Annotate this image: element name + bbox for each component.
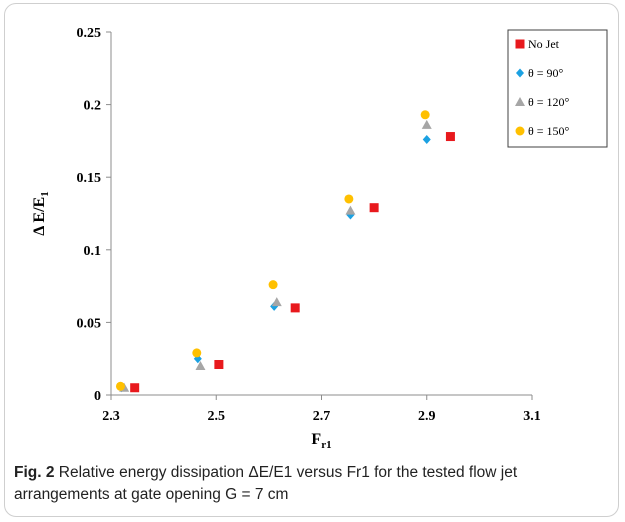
x-tick-label: 2.7 <box>313 409 331 424</box>
scatter-chart: 0 0.05 0.1 0.15 0.2 0.25 2.3 2.5 2.7 2.9 3.1 Fr1 Δ E… <box>31 26 608 451</box>
legend-marker-square <box>515 39 525 49</box>
legend-marker-circle <box>515 126 525 136</box>
x-tick-label: 2.3 <box>102 409 120 424</box>
figure-label: Fig. 2 <box>14 464 55 481</box>
legend-marker-diamond <box>516 68 524 78</box>
point-circle <box>268 280 278 290</box>
point-circle <box>192 348 202 358</box>
legend-label: No Jet <box>528 37 560 51</box>
legend-box <box>507 29 608 148</box>
y-tick-label: 0.05 <box>77 316 102 331</box>
chart-axes: 0 0.05 0.1 0.15 0.2 0.25 2.3 2.5 2.7 2.9 3.1 Fr1 Δ E… <box>31 26 541 451</box>
point-triangle <box>271 297 282 307</box>
x-axis-title: Fr1 <box>311 431 331 451</box>
y-tick-label: 0.15 <box>77 171 102 186</box>
point-circle <box>344 194 354 204</box>
point-triangle <box>421 119 432 129</box>
legend-label: θ = 150° <box>528 124 570 138</box>
point-square <box>369 203 379 213</box>
chart-marks <box>115 110 455 393</box>
point-diamond <box>422 134 431 144</box>
legend-marker-triangle <box>515 97 525 106</box>
point-circle <box>115 381 125 391</box>
legend-label: θ = 120° <box>528 95 570 109</box>
point-square <box>214 360 224 370</box>
point-square <box>290 303 300 313</box>
y-tick-label: 0.25 <box>77 26 102 41</box>
y-axis-title: Δ E/E1 <box>31 191 51 235</box>
x-tick-label: 2.5 <box>208 409 226 424</box>
point-triangle <box>195 360 206 370</box>
y-tick-label: 0.1 <box>84 244 102 259</box>
point-square <box>445 132 455 142</box>
point-triangle <box>345 205 356 215</box>
x-tick-label: 3.1 <box>523 409 541 424</box>
x-tick-label: 2.9 <box>418 409 436 424</box>
y-tick-label: 0 <box>94 389 101 404</box>
point-circle <box>420 110 430 120</box>
point-square <box>130 383 140 393</box>
figure-caption: Fig. 2 Relative energy dissipation ΔE/E1… <box>14 462 610 506</box>
chart-legend: No Jet θ = 90° θ = 120° θ = 150° <box>507 29 608 148</box>
legend-label: θ = 90° <box>528 66 564 80</box>
figure-caption-text: Relative energy dissipation ΔE/E1 versus… <box>14 464 518 503</box>
y-tick-label: 0.2 <box>84 99 102 114</box>
